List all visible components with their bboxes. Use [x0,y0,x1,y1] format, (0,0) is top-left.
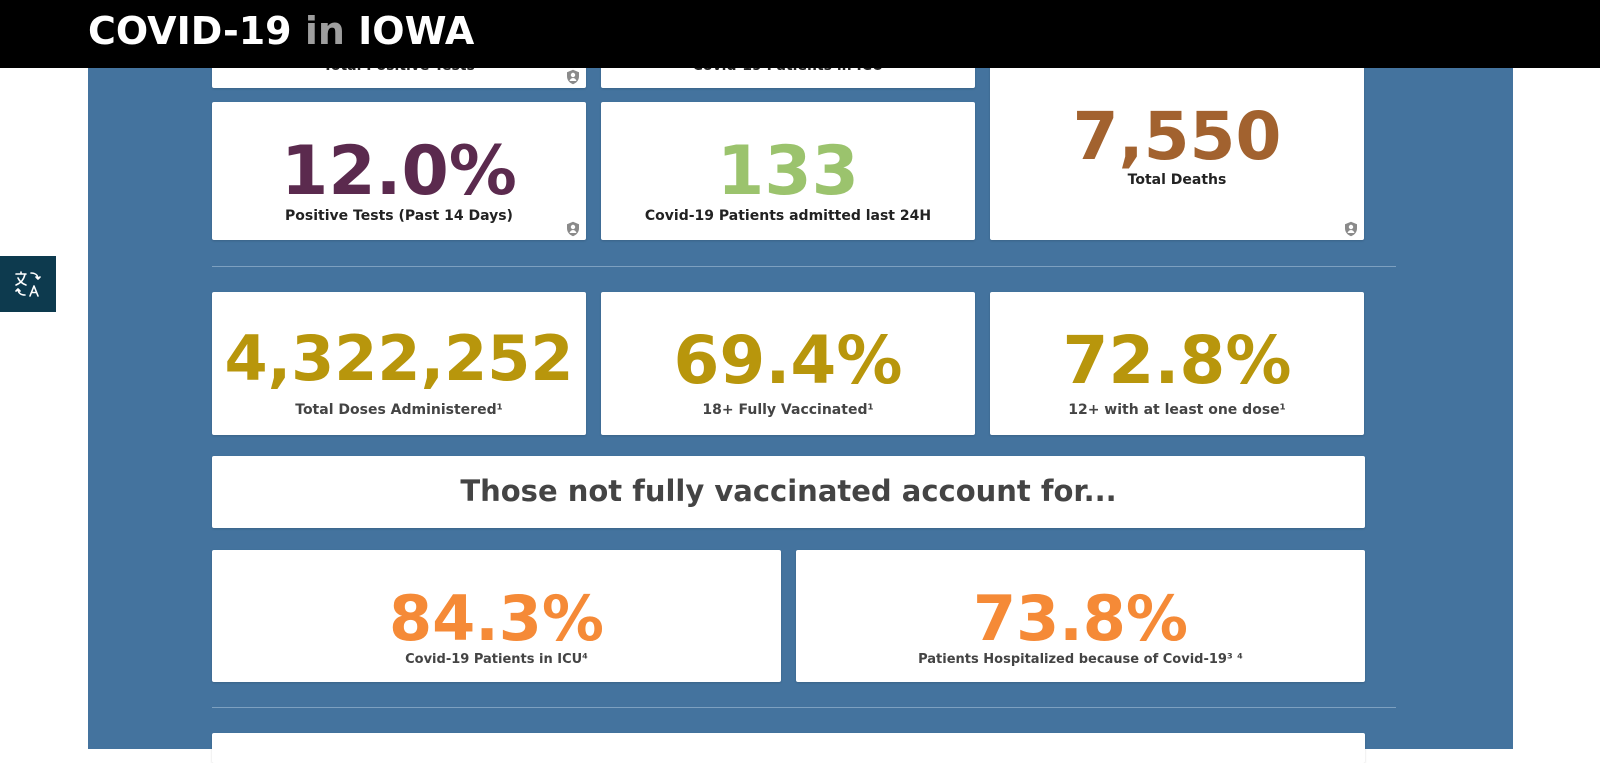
translate-button[interactable] [0,256,56,312]
total-doses-label: Total Doses Administered¹ [295,402,503,418]
fully-vaccinated-label: 18+ Fully Vaccinated¹ [702,402,874,418]
unvaccinated-banner-text: Those not fully vaccinated account for..… [460,474,1117,508]
user-shield-icon [567,221,579,237]
admitted-value: 133 [717,132,859,211]
icu-unvaccinated-value: 84.3% [388,582,605,655]
positivity-card: 12.0% Positive Tests (Past 14 Days) [212,102,586,240]
section-divider [212,707,1396,708]
hospitalized-unvaccinated-card: 73.8% Patients Hospitalized because of C… [796,550,1365,682]
admitted-card: 133 Covid-19 Patients admitted last 24H [601,102,975,240]
title-in: in [304,9,345,53]
icu-unvaccinated-card: 84.3% Covid-19 Patients in ICU⁴ [212,550,781,682]
one-dose-card: 72.8% 12+ with at least one dose¹ [990,292,1364,435]
section-divider [212,266,1396,267]
site-header: COVID-19 in IOWA [0,0,1600,68]
positivity-label: Positive Tests (Past 14 Days) [285,208,513,224]
one-dose-label: 12+ with at least one dose¹ [1068,402,1286,418]
site-title[interactable]: COVID-19 in IOWA [88,6,474,56]
user-shield-icon [1345,221,1357,237]
total-doses-value: 4,322,252 [224,322,574,395]
translate-icon [15,271,41,297]
deaths-card: 7,550 Total Deaths [990,40,1364,240]
hospitalized-unvaccinated-value: 73.8% [972,582,1189,655]
deaths-label: Total Deaths [1127,172,1227,188]
one-dose-value: 72.8% [1062,322,1292,399]
next-card [212,733,1365,763]
fully-vaccinated-card: 69.4% 18+ Fully Vaccinated¹ [601,292,975,435]
title-iowa: IOWA [344,9,475,53]
positivity-value: 12.0% [281,132,517,211]
icu-unvaccinated-label: Covid-19 Patients in ICU⁴ [405,652,588,667]
unvaccinated-banner: Those not fully vaccinated account for..… [212,456,1365,528]
user-shield-icon [567,69,579,85]
hospitalized-unvaccinated-label: Patients Hospitalized because of Covid-1… [918,652,1243,667]
total-doses-card: 4,322,252 Total Doses Administered¹ [212,292,586,435]
fully-vaccinated-value: 69.4% [673,322,903,399]
admitted-label: Covid-19 Patients admitted last 24H [644,208,932,224]
title-covid: COVID-19 [88,9,305,53]
deaths-value: 7,550 [1072,98,1282,175]
